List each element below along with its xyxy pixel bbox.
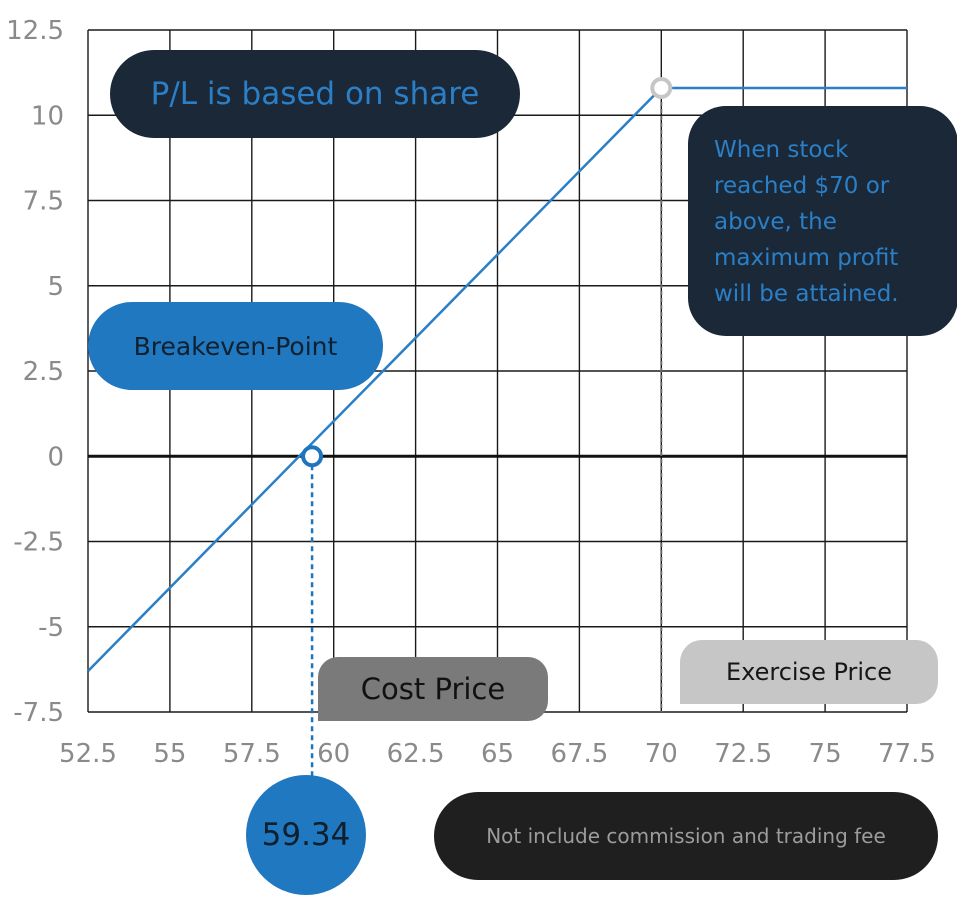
pl-note-callout: P/L is based on share <box>110 50 520 138</box>
x-tick-label: 55 <box>153 739 186 769</box>
x-tick-label: 72.5 <box>714 739 772 769</box>
x-tick-label: 52.5 <box>59 739 117 769</box>
exercise-price-callout: Exercise Price <box>680 640 938 704</box>
max-profit-line: When stock <box>714 137 849 163</box>
cost-price-value-badge: 59.34 <box>246 775 366 895</box>
fee-note-callout: Not include commission and trading fee <box>434 792 938 880</box>
exercise-price-label: Exercise Price <box>725 658 893 686</box>
breakeven-label: Breakeven-Point <box>133 331 338 361</box>
max-profit-line: maximum profit <box>714 245 899 271</box>
cost-price-value: 59.34 <box>261 817 351 853</box>
y-tick-label: -2.5 <box>13 528 64 558</box>
x-tick-label: 67.5 <box>550 739 608 769</box>
y-tick-label: 0 <box>47 442 64 472</box>
y-axis-tick-labels: 12.5 10 7.5 5 2.5 0 -2.5 -5 -7.5 <box>6 16 64 728</box>
x-tick-label: 57.5 <box>223 739 281 769</box>
fee-note-text: Not include commission and trading fee <box>486 824 886 848</box>
breakeven-point-marker <box>301 445 324 468</box>
guide-lines <box>310 87 663 790</box>
breakeven-callout: Breakeven-Point <box>88 302 383 390</box>
y-tick-label: -7.5 <box>13 698 64 728</box>
x-tick-label: 62.5 <box>387 739 445 769</box>
exercise-price-marker <box>650 76 673 99</box>
pl-note-text: P/L is based on share <box>150 76 480 112</box>
y-tick-label: 7.5 <box>23 187 64 217</box>
cost-price-label: Cost Price <box>360 672 506 706</box>
x-tick-label: 70 <box>645 739 678 769</box>
marker-layer <box>301 76 673 468</box>
cost-price-callout: Cost Price <box>318 657 548 721</box>
max-profit-line: reached $70 or <box>714 173 890 199</box>
max-profit-line: will be attained. <box>714 281 899 307</box>
max-profit-line: above, the <box>714 209 837 235</box>
x-tick-label: 65 <box>481 739 514 769</box>
y-tick-label: -5 <box>38 613 64 643</box>
x-tick-label: 77.5 <box>878 739 936 769</box>
y-tick-label: 5 <box>47 272 64 302</box>
y-tick-label: 10 <box>31 101 64 131</box>
y-tick-label: 2.5 <box>23 357 64 387</box>
y-tick-label: 12.5 <box>6 16 64 46</box>
x-axis-tick-labels: 52.5 55 57.5 60 62.5 65 67.5 70 72.5 75 77.5 <box>59 739 936 769</box>
x-tick-label: 75 <box>809 739 842 769</box>
max-profit-callout: When stock reached $70 or above, the max… <box>688 106 957 336</box>
x-tick-label: 60 <box>317 739 350 769</box>
